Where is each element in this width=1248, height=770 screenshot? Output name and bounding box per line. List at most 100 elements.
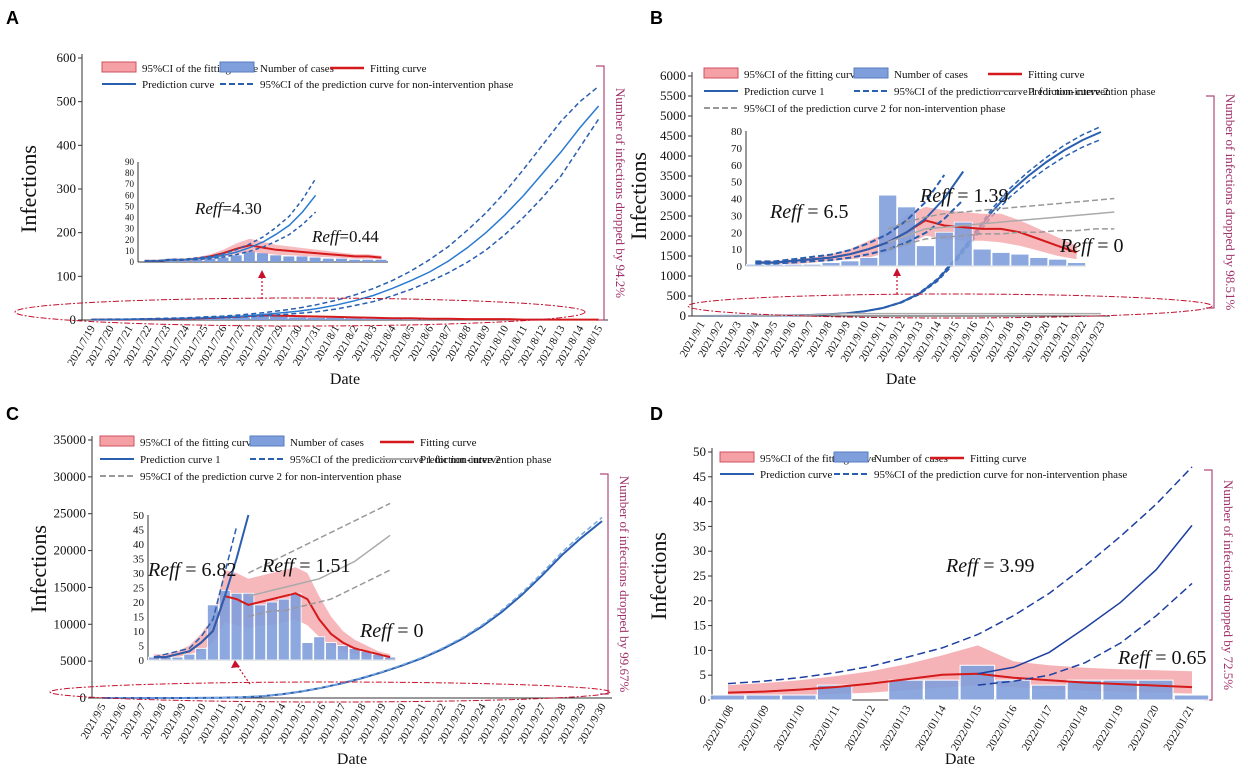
legend-label-d: Number of cases — [874, 453, 948, 465]
annotation-reff-c1: Reff = 6.82 — [147, 559, 237, 581]
prediction-ci-lower-a — [91, 118, 600, 321]
inset-y-tick-c: 45 — [133, 525, 145, 537]
legend-swatch-cases-d — [833, 451, 869, 463]
prediction-curve1-c — [102, 520, 603, 699]
bar-a — [269, 316, 288, 320]
inset-prediction2-ci-upper-c — [248, 502, 391, 574]
y-tick-label-a: 0 — [70, 312, 77, 327]
legend-label-b: 95%CI of the prediction curve 2 for non-… — [744, 103, 1006, 115]
inset-arrowhead-c — [231, 660, 240, 668]
legend-label-b: 95%CI of the fitting curve — [744, 69, 860, 81]
inset-y-tick-a: 70 — [125, 179, 135, 189]
y-tick-label-d: 45 — [693, 469, 706, 484]
inset-prediction-ci-upper-a — [144, 178, 317, 262]
annotation-reff-d2: Reff = 0.65 — [1117, 647, 1207, 669]
y-axis-title-d: Infections — [646, 532, 671, 620]
inset-bar-c — [230, 592, 243, 661]
annotation-reff-d1: Reff = 3.99 — [945, 555, 1035, 577]
y-tick-label-c: 10000 — [54, 616, 87, 631]
y-tick-label-b: 4000 — [660, 148, 686, 163]
y-tick-label-c: 30000 — [54, 469, 87, 484]
inset-y-tick-b: 20 — [731, 227, 743, 239]
y-tick-label-d: 50 — [693, 444, 706, 459]
legend-label-a: Fitting curve — [370, 63, 427, 75]
x-tick-label-d: 2022/01/08 — [701, 703, 737, 753]
panel-label-b: B — [650, 8, 663, 28]
x-tick-label-d: 2022/01/14 — [913, 703, 949, 753]
y-axis-title-a: Infections — [16, 145, 41, 233]
inset-bar-a — [243, 250, 255, 262]
y-tick-label-c: 5000 — [60, 653, 86, 668]
side-label-a: Number of infections dropped by 94.2% — [613, 88, 628, 298]
inset-y-tick-a: 20 — [125, 235, 135, 245]
bar-a — [213, 318, 232, 320]
inset-y-tick-c: 35 — [133, 554, 145, 566]
inset-bar-b — [1010, 253, 1030, 267]
y-tick-label-b: 3000 — [660, 188, 686, 203]
inset-y-tick-c: 15 — [133, 612, 145, 624]
inset-prediction2-ci-lower-b — [887, 228, 1115, 250]
inset-y-tick-a: 40 — [125, 213, 135, 223]
inset-arrowhead-a — [258, 270, 266, 278]
y-tick-label-a: 100 — [57, 268, 77, 283]
panel-label-c: C — [6, 404, 19, 424]
y-tick-label-b: 1000 — [660, 268, 686, 283]
inset-bar-b — [1029, 257, 1049, 267]
inset-prediction1-ci-upper-b — [755, 174, 946, 263]
legend-label-b: Prediction curve 1 — [744, 86, 825, 98]
y-tick-label-c: 25000 — [54, 506, 87, 521]
legend-swatch-fitting-ci-c — [99, 435, 135, 447]
y-axis-title-c: Infections — [26, 525, 51, 613]
inset-prediction2-ci-upper-b — [887, 197, 1115, 230]
inset-bar-c — [218, 590, 231, 661]
legend-swatch-cases-c — [249, 435, 285, 447]
legend-label-a: Prediction curve — [142, 79, 215, 91]
legend-label-c: Prediction curve 1 — [140, 454, 221, 466]
inset-y-tick-b: 0 — [737, 261, 743, 273]
legend-label-c: Fitting curve — [420, 437, 477, 449]
x-tick-label-d: 2022/01/15 — [949, 703, 985, 753]
inset-prediction1-ci-lower-b — [755, 199, 964, 265]
x-tick-label-d: 2022/01/12 — [843, 704, 878, 753]
legend-label-c: 95%CI of the fitting curve — [140, 437, 256, 449]
bar-a — [288, 317, 307, 320]
prediction-ci1-upper-c — [102, 516, 603, 699]
inset-bar-c — [254, 604, 267, 661]
y-tick-label-b: 500 — [667, 288, 687, 303]
y-tick-label-b: 1500 — [660, 248, 686, 263]
inset-bar-b — [1067, 262, 1086, 267]
inset-bar-b — [916, 245, 935, 267]
bar-a — [326, 317, 344, 320]
prediction-curve-d — [977, 524, 1193, 675]
y-tick-label-b: 2000 — [660, 228, 686, 243]
bar-a — [232, 317, 251, 320]
inset-prediction2-ci-lower-c — [248, 569, 391, 618]
inset-y-tick-a: 0 — [130, 257, 135, 267]
y-tick-label-b: 5000 — [660, 108, 686, 123]
side-bracket-c — [600, 473, 609, 695]
inset-bar-a — [335, 258, 347, 262]
bar-d — [888, 679, 924, 701]
annotation-reff-c3: Reff = 0 — [359, 620, 424, 642]
inset-bar-c — [325, 642, 337, 661]
inset-bar-a — [257, 253, 268, 262]
annotation-reff-a2: Reff=0.44 — [311, 227, 379, 246]
y-tick-label-c: 15000 — [54, 579, 87, 594]
x-tick-label-d: 2022/01/10 — [772, 703, 808, 753]
inset-y-tick-b: 40 — [731, 194, 743, 206]
annotation-reff-a1: Reff=4.30 — [194, 199, 262, 218]
inset-y-tick-c: 40 — [133, 539, 145, 551]
y-tick-label-d: 25 — [693, 568, 706, 583]
legend-label-d: Fitting curve — [970, 453, 1027, 465]
inset-bar-c — [301, 642, 314, 661]
y-tick-label-a: 600 — [57, 50, 77, 65]
inset-bar-c — [289, 592, 302, 661]
inset-bar-a — [270, 255, 282, 262]
inset-y-tick-c: 10 — [133, 626, 145, 638]
bar-a — [382, 318, 401, 320]
inset-bar-b — [934, 231, 954, 267]
legend-label-c: Prediction curve 2 — [420, 454, 501, 466]
prediction-curve2-b — [701, 312, 1101, 317]
inset-y-tick-b: 70 — [731, 143, 743, 155]
